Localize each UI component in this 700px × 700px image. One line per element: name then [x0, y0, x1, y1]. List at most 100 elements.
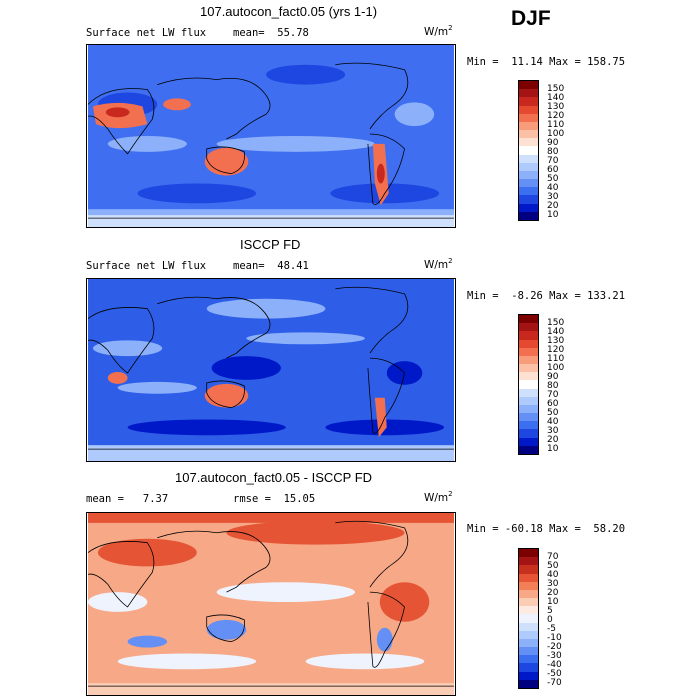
- min-max-label: Min = -60.18 Max = 58.20: [467, 523, 626, 535]
- colorbar-swatch: [519, 581, 538, 590]
- colorbar-label: 20: [547, 201, 559, 211]
- colorbar-label: 60: [547, 165, 559, 175]
- colorbar-swatch: [519, 364, 538, 373]
- colorbar-label: 70: [547, 552, 559, 562]
- colorbar-label: 50: [547, 408, 559, 418]
- colorbar-swatch: [519, 630, 538, 639]
- polar-band: [88, 445, 454, 461]
- colorbar: [518, 80, 539, 221]
- colorbar-swatch: [519, 647, 538, 656]
- colorbar-label: 80: [547, 147, 559, 157]
- colorbar-swatch: [519, 170, 538, 180]
- colorbar-swatch: [519, 211, 538, 220]
- colorbar-label: 0: [547, 615, 553, 625]
- colorbar-label: 100: [547, 129, 565, 139]
- colorbar-swatch: [519, 614, 538, 623]
- colorbar-swatch: [519, 429, 538, 438]
- colorbar-label: 50: [547, 561, 559, 571]
- colorbar-label: -50: [547, 669, 562, 679]
- colorbar-swatch: [519, 323, 538, 332]
- colorbar-label: 60: [547, 399, 559, 409]
- min-max-label: Min = 11.14 Max = 158.75: [467, 56, 626, 68]
- colorbar-swatch: [519, 437, 538, 446]
- mean-label: mean= 48.41: [233, 260, 309, 272]
- colorbar-swatch: [519, 638, 538, 648]
- colorbar-label: 140: [547, 93, 565, 103]
- colorbar-swatch: [519, 598, 538, 607]
- colorbar-label: 150: [547, 84, 565, 94]
- colorbar-label: 130: [547, 336, 565, 346]
- map-plot: [86, 512, 456, 696]
- colorbar-label: 30: [547, 192, 559, 202]
- panel-title: 107.autocon_fact0.05 - ISCCP FD: [175, 470, 373, 485]
- coastlines: [87, 62, 454, 219]
- colorbar-label: 10: [547, 210, 559, 220]
- season-label: DJF: [511, 7, 551, 30]
- mid-value-regions: [92, 298, 365, 394]
- colorbar-swatch: [519, 146, 538, 155]
- colorbar-label: 70: [547, 390, 559, 400]
- colorbar-swatch: [519, 331, 538, 340]
- colorbar-swatch: [519, 380, 538, 389]
- colorbar-label: 100: [547, 363, 565, 373]
- colorbar-label: 120: [547, 345, 565, 355]
- colorbar-swatch: [519, 396, 538, 405]
- colorbar-label: 40: [547, 570, 559, 580]
- colorbar: [518, 314, 539, 455]
- colorbar-swatch: [519, 421, 538, 430]
- colorbar-label: 90: [547, 138, 559, 148]
- colorbar-swatch: [519, 154, 538, 163]
- coastlines: [87, 286, 454, 450]
- colorbar: [518, 548, 539, 689]
- colorbar-swatch: [519, 187, 538, 196]
- colorbar-swatch: [519, 445, 538, 454]
- colorbar-swatch: [519, 589, 538, 599]
- min-max-label: Min = -8.26 Max = 133.21: [467, 290, 626, 302]
- colorbar-swatch: [519, 347, 538, 356]
- colorbar-swatch: [519, 203, 538, 212]
- colorbar-swatch: [519, 138, 538, 147]
- polar-band: [88, 683, 454, 695]
- panel-title: 107.autocon_fact0.05 (yrs 1-1): [200, 4, 378, 19]
- colorbar-label: 30: [547, 426, 559, 436]
- polar-band: [88, 215, 454, 227]
- colorbar-swatch: [519, 162, 538, 171]
- colorbar-swatch: [519, 113, 538, 122]
- mean-label: mean= 55.78: [233, 27, 309, 39]
- peak-regions: [105, 107, 385, 184]
- neutral-regions: [88, 582, 425, 670]
- colorbar-swatch: [519, 663, 538, 672]
- colorbar-swatch: [519, 315, 538, 324]
- colorbar-label: -70: [547, 678, 562, 688]
- colorbar-swatch: [519, 105, 538, 114]
- units-label: W/m2: [424, 257, 453, 271]
- colorbar-label: -10: [547, 633, 562, 643]
- colorbar-swatch: [519, 606, 538, 615]
- colorbar-swatch: [519, 339, 538, 348]
- colorbar-swatch: [519, 130, 538, 139]
- variable-label: Surface net LW flux: [86, 27, 207, 39]
- coastlines: [87, 520, 454, 687]
- colorbar-swatch: [519, 655, 538, 664]
- colorbar-label: -5: [547, 624, 556, 634]
- colorbar-label: -40: [547, 660, 562, 670]
- colorbar-label: -20: [547, 642, 562, 652]
- map-plot: [86, 44, 456, 228]
- high-value-regions: [107, 371, 387, 438]
- colorbar-label: 140: [547, 327, 565, 337]
- colorbar-swatch: [519, 557, 538, 566]
- panel-title: ISCCP FD: [240, 237, 301, 252]
- variable-label: Surface net LW flux: [86, 260, 207, 272]
- colorbar-label: 40: [547, 417, 559, 427]
- colorbar-label: 110: [547, 354, 565, 364]
- units-label: W/m2: [424, 24, 453, 38]
- colorbar-swatch: [519, 413, 538, 422]
- units-label: W/m2: [424, 490, 453, 504]
- colorbar-label: 110: [547, 120, 565, 130]
- colorbar-label: 10: [547, 597, 559, 607]
- colorbar-label: 90: [547, 372, 559, 382]
- colorbar-label: 120: [547, 111, 565, 121]
- colorbar-swatch: [519, 388, 538, 397]
- map-plot: [86, 278, 456, 462]
- colorbar-swatch: [519, 195, 538, 204]
